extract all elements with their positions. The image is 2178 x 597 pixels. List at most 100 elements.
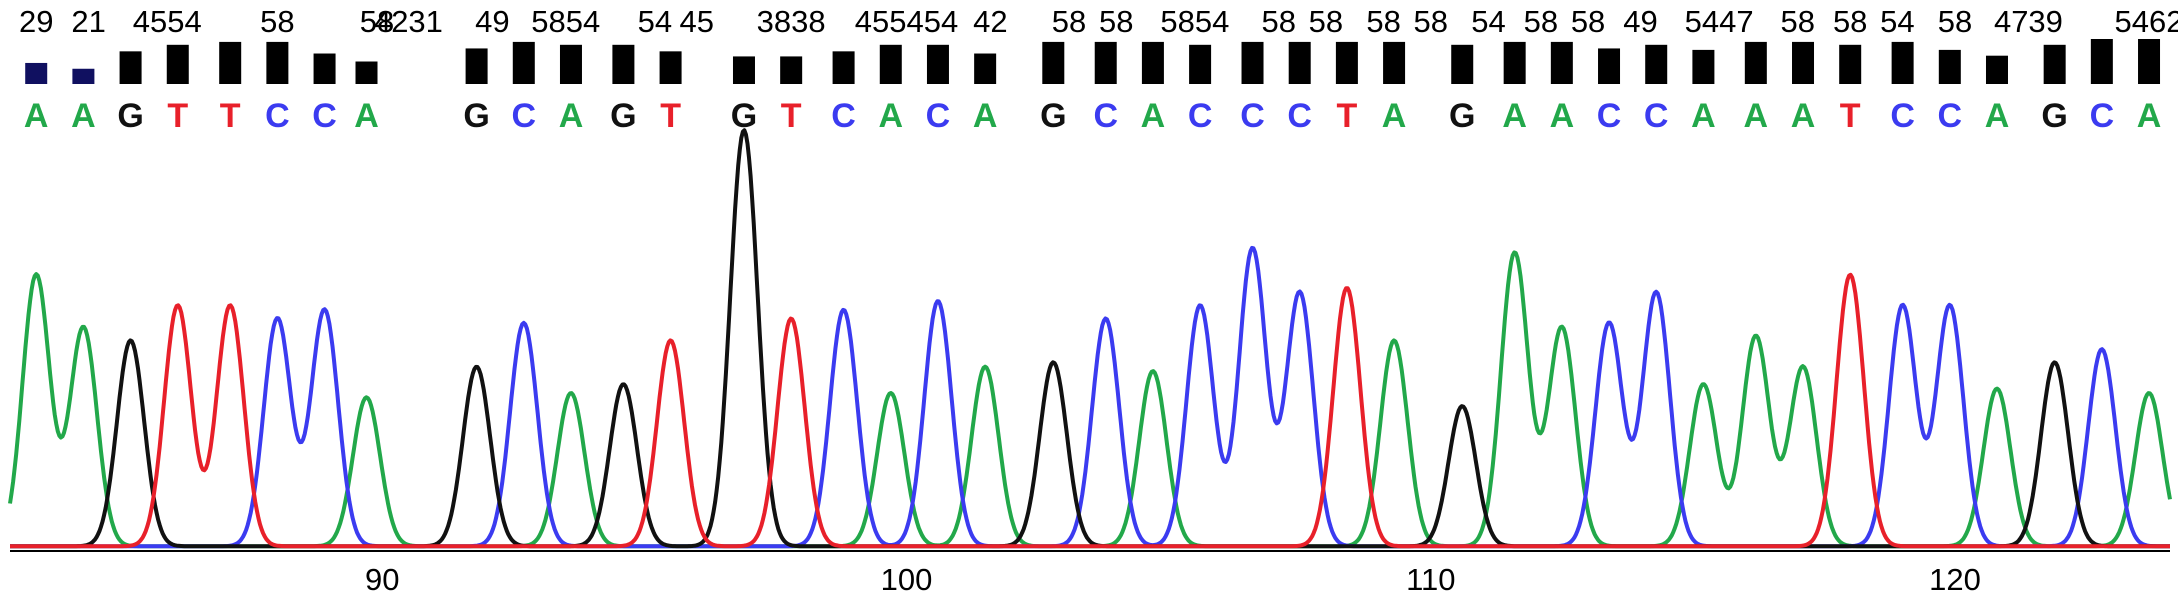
quality-label: 58 [1781, 4, 1815, 39]
quality-label: 58 [1414, 4, 1448, 39]
quality-bar [1744, 41, 1767, 84]
quality-bar [926, 44, 949, 84]
quality-label: 58 [1309, 4, 1343, 39]
quality-bar [355, 61, 378, 84]
quality-bar [1241, 41, 1264, 84]
quality-label: 54 [1471, 4, 1505, 39]
quality-bar [465, 48, 488, 84]
base-call: T [660, 97, 681, 135]
base-call: A [2137, 97, 2162, 135]
quality-label: 5854 [531, 4, 600, 39]
quality-bar [1550, 41, 1573, 84]
quality-label: 21 [71, 4, 105, 39]
quality-label: 45 [680, 4, 714, 39]
quality-label: 455454 [855, 4, 958, 39]
quality-bar [25, 62, 48, 84]
base-call: A [1502, 97, 1527, 135]
quality-bar [780, 56, 803, 84]
quality-bar [1891, 41, 1914, 84]
base-call: G [1040, 97, 1066, 135]
quality-bar [1598, 48, 1621, 84]
quality-bar [2043, 44, 2066, 84]
quality-bar [512, 41, 535, 84]
base-call: T [781, 97, 802, 135]
base-call: C [265, 97, 290, 135]
base-call: G [117, 97, 143, 135]
quality-label: 4554 [133, 4, 202, 39]
base-call: A [354, 97, 379, 135]
base-call: A [1382, 97, 1407, 135]
quality-label: 58 [1938, 4, 1972, 39]
quality-bar [1335, 41, 1358, 84]
base-call: C [1093, 97, 1118, 135]
quality-label: 4739 [1994, 4, 2063, 39]
base-call: C [1597, 97, 1622, 135]
base-call: A [1141, 97, 1166, 135]
base-call: A [24, 97, 49, 135]
quality-bar [1288, 41, 1311, 84]
quality-bar [659, 51, 682, 84]
quality-bar [1938, 49, 1961, 84]
base-call: C [1890, 97, 1915, 135]
base-call: C [312, 97, 337, 135]
base-call: A [1791, 97, 1816, 135]
trace-area [8, 128, 2172, 549]
quality-label: 49 [1623, 4, 1657, 39]
quality-label: 29 [19, 4, 53, 39]
quality-label: 58 [360, 4, 394, 39]
quality-label: 58 [1099, 4, 1133, 39]
x-tick-label: 100 [881, 562, 933, 597]
base-call: C [831, 97, 856, 135]
quality-bar [974, 53, 997, 84]
base-call: C [1287, 97, 1312, 135]
quality-bar [119, 51, 142, 84]
base-call: A [1550, 97, 1575, 135]
base-call: C [1240, 97, 1265, 135]
quality-label: 49 [475, 4, 509, 39]
quality-bar [1792, 41, 1815, 84]
base-call: T [220, 97, 241, 135]
base-call: A [1985, 97, 2010, 135]
quality-label: 5447 [1685, 4, 1754, 39]
base-call: A [559, 97, 584, 135]
quality-bar [612, 44, 635, 84]
quality-label: 54 [638, 4, 672, 39]
quality-bar [2138, 39, 2161, 84]
quality-bar [879, 44, 902, 84]
base-call: T [167, 97, 188, 135]
quality-label: 4231 [374, 4, 443, 39]
quality-label: 58 [1524, 4, 1558, 39]
base-call: A [973, 97, 998, 135]
trace-t-line [9, 272, 2171, 549]
quality-bar [1094, 41, 1117, 84]
base-call: C [1938, 97, 1963, 135]
quality-bar [1503, 41, 1526, 84]
base-call: C [512, 97, 537, 135]
x-tick-label: 110 [1406, 562, 1455, 597]
base-call: C [2090, 97, 2115, 135]
quality-bar [1451, 44, 1474, 84]
quality-bar [266, 41, 289, 84]
base-call: C [1188, 97, 1213, 135]
quality-bar [1985, 55, 2008, 84]
base-call: C [926, 97, 951, 135]
base-call: A [878, 97, 903, 135]
quality-bar [1383, 41, 1406, 84]
quality-label: 58 [1366, 4, 1400, 39]
x-tick-label: 90 [365, 562, 399, 597]
quality-bar [72, 68, 95, 84]
quality-bar [219, 41, 242, 84]
base-call: G [463, 97, 489, 135]
quality-label: 42 [973, 4, 1007, 39]
quality-label: 58 [1833, 4, 1867, 39]
quality-bar [313, 53, 336, 84]
base-call: G [2041, 97, 2067, 135]
x-tick-label: 120 [1929, 562, 1981, 597]
quality-bar [1839, 44, 1862, 84]
quality-label: 3838 [757, 4, 826, 39]
quality-bar [832, 51, 855, 84]
